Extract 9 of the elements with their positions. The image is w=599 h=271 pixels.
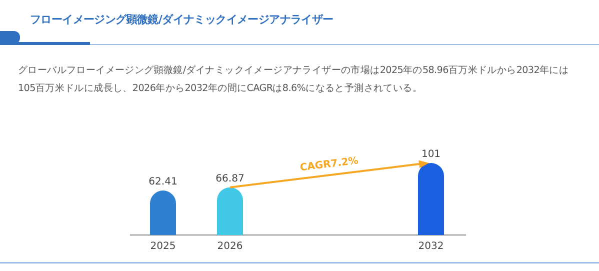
x-tick-label: 2032 — [418, 241, 444, 252]
annotation: CAGR7.2% — [299, 156, 360, 174]
data-label: 101 — [421, 149, 441, 160]
x-tick-label: 2026 — [217, 241, 243, 252]
chart-title: フローイメージング顕微鏡/ダイナミックイメージアナライザー — [30, 12, 334, 27]
x-tick-label: 2025 — [150, 241, 176, 252]
data-label: 66.87 — [216, 173, 244, 184]
data-label: 62.41 — [148, 176, 178, 188]
chart-subtitle: グローバルフローイメージング顕微鏡/ダイナミックイメージアナライザーの市場は2025年の58.96百万米ドルから2032年には105百万米ドルに成長し、2026年から2032年の間にCAGRは8.6%になると予測されている。 — [18, 64, 570, 96]
